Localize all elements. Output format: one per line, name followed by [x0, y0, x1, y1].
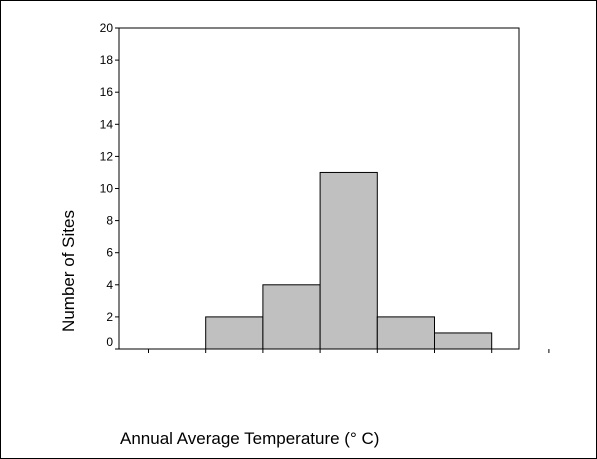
- histogram-bar: [205, 316, 264, 350]
- y-tick-label: 18: [100, 53, 114, 67]
- y-tick-label: 10: [100, 182, 114, 196]
- y-tick-label: 0: [106, 335, 113, 349]
- histogram-bar: [376, 316, 435, 350]
- x-axis-ticks: [148, 349, 550, 353]
- bars-group: [205, 171, 493, 350]
- y-tick-label: 20: [100, 21, 114, 35]
- y-tick-label: 12: [100, 149, 114, 163]
- y-tick-label: 4: [106, 278, 113, 292]
- y-tick-label: 14: [100, 117, 114, 131]
- histogram-bar: [262, 284, 321, 350]
- y-tick-label: 16: [100, 85, 114, 99]
- y-axis-title: Number of Sites: [59, 210, 78, 332]
- y-axis-ticks: 0 2 4 6 8 10 12 14 16 18 20: [100, 21, 119, 350]
- histogram-bar: [434, 332, 493, 350]
- y-tick-label: 6: [106, 246, 113, 260]
- histogram-bar: [319, 171, 378, 350]
- x-axis-title: Annual Average Temperature (° C): [120, 429, 379, 448]
- y-tick-label: 8: [106, 214, 113, 228]
- y-tick-label: 2: [106, 310, 113, 324]
